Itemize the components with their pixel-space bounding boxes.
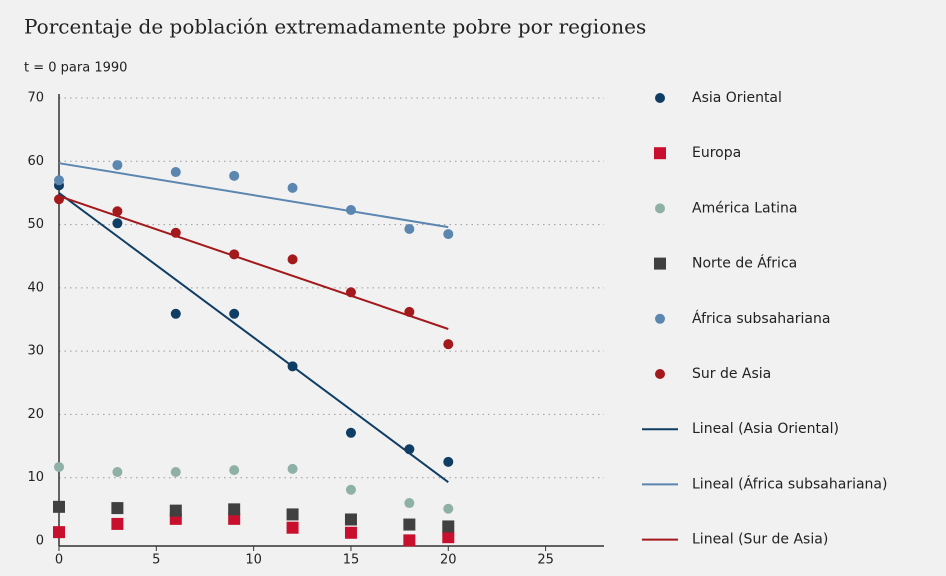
x-tick-label: 0 (55, 553, 63, 568)
legend-marker (655, 93, 665, 103)
legend-marker (655, 203, 665, 214)
point (286, 508, 299, 521)
point (345, 484, 356, 495)
point (170, 308, 181, 319)
trend-line (58, 162, 449, 229)
point (53, 526, 65, 539)
y-tick-label: 30 (27, 344, 44, 359)
point (287, 182, 298, 193)
point (443, 503, 454, 514)
point (404, 224, 415, 235)
point (112, 160, 123, 171)
point (112, 206, 123, 217)
point (54, 461, 64, 472)
point (229, 308, 240, 319)
legend-label: África subsahariana (692, 310, 830, 327)
y-tick-label: 40 (27, 280, 44, 295)
point (229, 465, 240, 476)
point (54, 175, 64, 186)
point (228, 512, 241, 525)
chart-subtitle: t = 0 para 1990 (24, 61, 127, 76)
point (443, 456, 454, 467)
x-tick-label: 10 (245, 553, 262, 568)
trend-line (58, 195, 449, 330)
legend-label: Lineal (Asia Oriental) (692, 421, 839, 437)
legend-label: Sur de Asia (692, 366, 771, 382)
legend-marker (655, 313, 665, 324)
point (111, 517, 124, 530)
point (287, 254, 298, 265)
point (169, 504, 182, 517)
y-tick-label: 10 (27, 470, 44, 485)
point (112, 218, 123, 229)
y-tick-label: 60 (27, 154, 44, 169)
point (112, 467, 123, 478)
point (344, 513, 357, 526)
x-tick-label: 5 (152, 553, 160, 568)
point (53, 500, 65, 513)
point (443, 229, 454, 240)
chart-title: Porcentaje de población extremadamente p… (24, 15, 646, 39)
legend-label: Norte de África (692, 255, 797, 272)
point (403, 534, 416, 547)
point (286, 521, 299, 534)
legend-label: Lineal (Sur de Asia) (692, 532, 828, 548)
x-tick-label: 25 (537, 553, 554, 568)
y-tick-label: 0 (36, 534, 44, 549)
point (229, 170, 240, 181)
legend-label: Europa (692, 145, 741, 161)
x-tick-label: 15 (343, 553, 360, 568)
y-tick-label: 50 (27, 217, 44, 232)
point (170, 467, 181, 478)
point (287, 463, 298, 474)
point (442, 531, 455, 544)
point (344, 526, 357, 539)
point (111, 502, 124, 515)
legend-label: Lineal (África subsahariana) (692, 475, 887, 492)
point (345, 427, 356, 438)
legend-label: América Latina (692, 200, 797, 216)
legend-marker (654, 147, 666, 160)
legend-marker (655, 369, 665, 379)
legend-label: Asia Oriental (692, 90, 782, 106)
point (228, 503, 241, 516)
trend-line (58, 192, 449, 483)
point (443, 339, 454, 350)
point (442, 520, 455, 533)
y-tick-label: 70 (27, 91, 44, 106)
legend-marker (654, 257, 666, 270)
point (403, 518, 416, 531)
x-tick-label: 20 (440, 553, 457, 568)
point (404, 498, 415, 509)
point (170, 167, 181, 178)
y-tick-label: 20 (27, 407, 44, 422)
